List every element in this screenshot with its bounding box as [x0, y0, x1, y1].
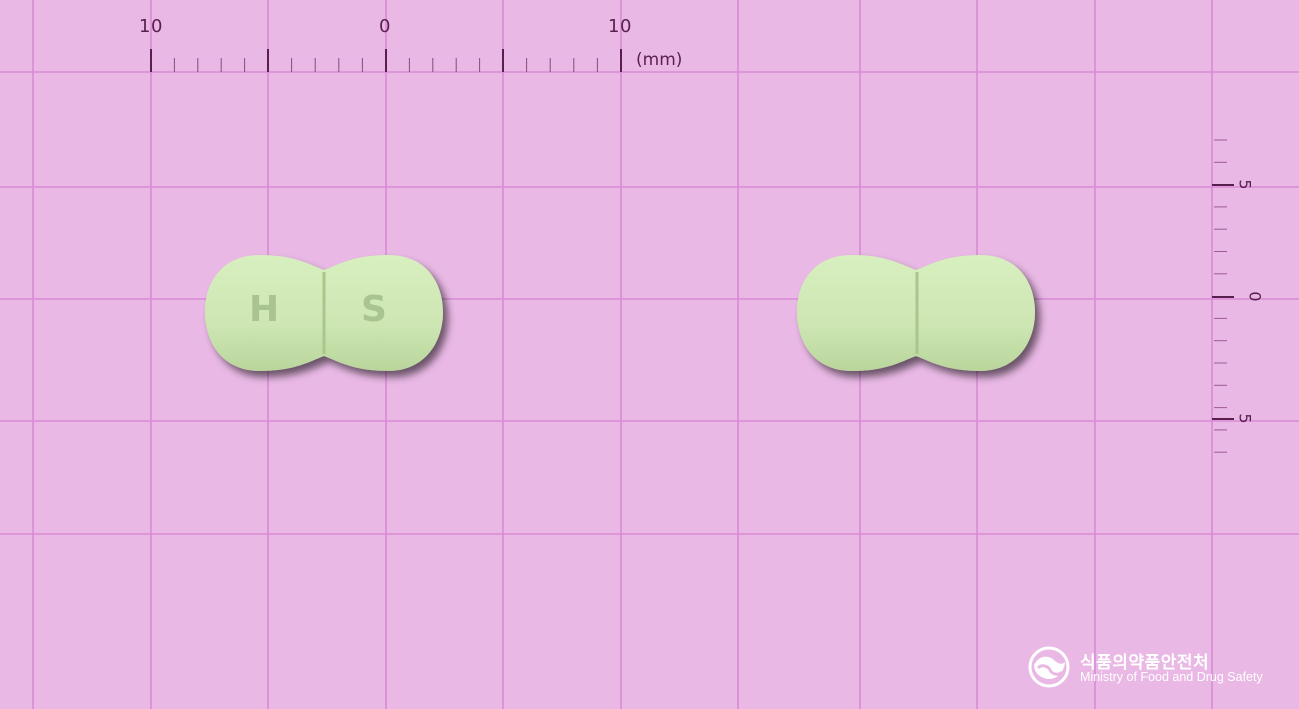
- watermark-english: Ministry of Food and Drug Safety: [1080, 670, 1263, 684]
- ruler-label-right-10: 10: [608, 16, 632, 37]
- ruler-label-left-10: 10: [139, 16, 163, 37]
- vruler-label-top-5: 5: [1235, 179, 1255, 190]
- watermark-korean: 식품의약품안전처: [1080, 653, 1210, 673]
- pill-front: [205, 255, 443, 371]
- pill-imprint-s: S: [361, 289, 387, 330]
- ruler-unit-label: (mm): [636, 50, 683, 70]
- mfds-watermark: 식품의약품안전처 Ministry of Food and Drug Safet…: [1028, 646, 1278, 690]
- mfds-logo-icon: [1028, 646, 1070, 688]
- vruler-label-0: 0: [1245, 291, 1265, 302]
- right-ruler-ticks: [1212, 184, 1234, 420]
- pill-back: [797, 255, 1035, 371]
- right-ruler-minor-ticks: [1214, 139, 1227, 453]
- pill-imprint-h: H: [249, 289, 280, 330]
- top-ruler-ticks: [150, 49, 622, 72]
- ruler-label-0: 0: [379, 16, 391, 37]
- top-ruler-minor-ticks: [173, 58, 598, 72]
- vruler-label-bottom-5: 5: [1235, 413, 1255, 424]
